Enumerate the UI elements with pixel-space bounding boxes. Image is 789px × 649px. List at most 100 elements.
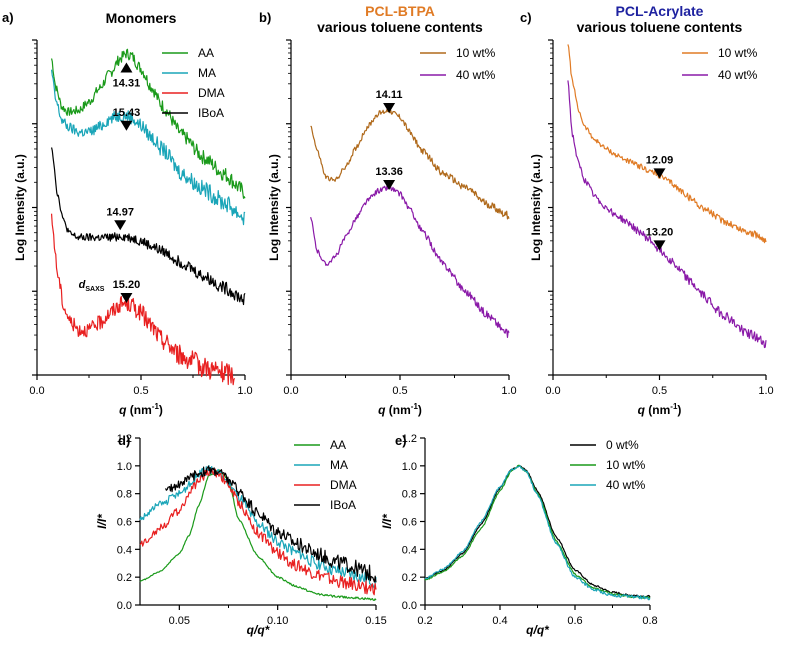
series-line-40-wt- (424, 465, 651, 601)
x-axis-label-var: q (378, 403, 386, 417)
peak-marker-down (383, 180, 396, 191)
y-tick-label: 0.6 (402, 517, 417, 529)
x-tick-label: 0.5 (652, 385, 667, 397)
y-axis-label: Log Intensity (a.u.) (267, 154, 281, 261)
y-tick-label: 0.2 (117, 572, 132, 584)
y-tick-label: 1.2 (117, 433, 132, 445)
x-axis-label-unit: (nm (385, 403, 410, 417)
x-tick-label: 1.0 (501, 385, 516, 397)
x-axis-label-close: ) (159, 403, 163, 417)
legend-label: AA (330, 438, 346, 452)
series-line-10-wt- (567, 44, 767, 244)
x-axis-label-close: ) (418, 403, 422, 417)
series-line-0-wt- (424, 465, 651, 598)
dsaxs-label-d: d (79, 279, 86, 291)
x-axis-label: q (nm-1) (119, 402, 163, 417)
y-axis-label: I/I* (95, 513, 109, 529)
series-line-iboa (50, 147, 246, 306)
x-axis-label: q/q* (526, 623, 550, 637)
series-line-40-wt- (310, 185, 510, 339)
series-line-10-wt- (310, 108, 510, 220)
dsaxs-label-sub: SAXS (85, 286, 104, 293)
y-tick-label: 0.0 (117, 600, 132, 612)
series-line-dma (50, 213, 236, 386)
legend-label: 10 wt% (456, 46, 496, 60)
legend-label: AA (198, 46, 214, 60)
peak-marker-down (120, 292, 133, 303)
x-tick-label: 0.4 (492, 615, 507, 627)
legend-label: 40 wt% (606, 478, 646, 492)
x-axis-label-exp: -1 (411, 402, 419, 411)
peak-label: 13.36 (375, 166, 403, 178)
chart-title: PCL-BTPA (365, 3, 435, 19)
legend-label: DMA (198, 86, 225, 100)
peak-marker-down (653, 240, 666, 251)
y-axis-label: Log Intensity (a.u.) (13, 154, 27, 261)
y-tick-label: 0.0 (402, 600, 417, 612)
x-axis-label-unit: (nm (126, 403, 151, 417)
legend-label: 10 wt% (718, 46, 758, 60)
x-axis-label-close: ) (677, 403, 681, 417)
series-line-dma (139, 467, 377, 596)
chart-subtitle: various toluene contents (317, 19, 483, 35)
y-tick-label: 0.4 (402, 544, 417, 556)
x-tick-label: 0.0 (283, 385, 298, 397)
x-tick-label: 0.6 (567, 615, 582, 627)
peak-label: 15.43 (113, 107, 141, 119)
legend-label: 0 wt% (606, 438, 639, 452)
peak-marker-down (120, 120, 133, 131)
y-tick-label: 0.6 (117, 517, 132, 529)
y-tick-label: 0.4 (117, 544, 132, 556)
panel-label: e) (395, 433, 407, 448)
y-axis-label: I/I* (380, 513, 394, 529)
peak-marker-down (383, 103, 396, 113)
panel-label: c) (520, 10, 532, 25)
x-axis-label-unit: (nm (645, 403, 670, 417)
x-tick-label: 0.8 (642, 615, 657, 627)
panel-d: d) 0.05 0.10 0.15 0.0 0.2 0.4 0.6 0.8 1.0 1.2 q/q* I… (95, 433, 387, 637)
x-tick-label: 0.05 (169, 615, 190, 627)
series-line-ma (50, 69, 246, 226)
x-tick-label: 1.0 (758, 385, 773, 397)
chart-title: PCL-Acrylate (616, 3, 704, 19)
y-tick-label: 1.0 (117, 461, 132, 473)
legend-label: IBoA (330, 498, 356, 512)
panel-label: b) (259, 10, 271, 25)
peak-marker-down (653, 168, 666, 179)
y-tick-label: 0.8 (402, 489, 417, 501)
panel-label: a) (2, 10, 14, 25)
y-axis-label: Log Intensity (a.u.) (529, 154, 543, 261)
legend-label: 40 wt% (456, 68, 496, 82)
x-tick-label: 0.2 (417, 615, 432, 627)
series-line-iboa (165, 465, 377, 583)
chart-title: Monomers (106, 10, 177, 26)
series-line-aa (139, 469, 377, 602)
x-tick-label: 1.0 (237, 385, 252, 397)
series-line-aa (50, 48, 246, 199)
x-tick-label: 0.10 (267, 615, 288, 627)
peak-marker-up (120, 62, 133, 73)
x-axis-label-var: q (119, 403, 127, 417)
legend-label: 10 wt% (606, 458, 646, 472)
series-line-40-wt- (567, 80, 767, 349)
peak-label: 12.09 (646, 154, 674, 166)
chart-subtitle: various toluene contents (577, 19, 743, 35)
legend-label: DMA (330, 478, 357, 492)
y-tick-label: 0.2 (402, 572, 417, 584)
x-axis-label: q (nm-1) (378, 402, 422, 417)
panel-label: d) (118, 433, 130, 448)
x-axis-label: q (nm-1) (638, 402, 682, 417)
legend-label: MA (330, 458, 348, 472)
y-tick-label: 1.0 (402, 461, 417, 473)
x-axis-label-var: q (638, 403, 646, 417)
x-tick-label: 0.15 (365, 615, 386, 627)
series-line-ma (139, 465, 377, 589)
x-tick-label: 0.5 (133, 385, 148, 397)
peak-label: 14.97 (106, 206, 134, 218)
x-axis-label-exp: -1 (152, 402, 160, 411)
panel-e: e)0.2 0.4 0.6 0.80.00.20.40.60.81.01.2q/q*I… (380, 433, 658, 637)
x-tick-label: 0.0 (545, 385, 560, 397)
